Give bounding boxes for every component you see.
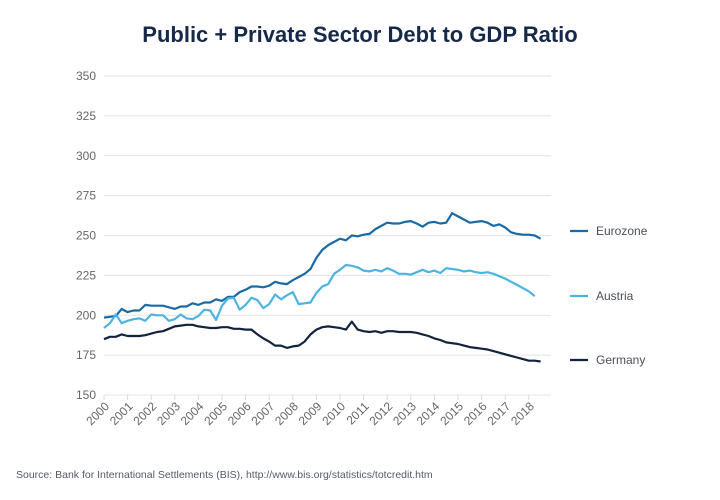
x-tick-label: 2016 bbox=[461, 399, 490, 428]
y-tick-label: 325 bbox=[76, 109, 96, 123]
x-axis: 2000200120022003200420052006200720082009… bbox=[83, 395, 537, 428]
legend-label-eurozone: Eurozone bbox=[596, 224, 648, 238]
series-line-eurozone bbox=[103, 212, 542, 319]
x-tick-label: 2002 bbox=[131, 399, 160, 428]
x-tick-label: 2005 bbox=[201, 399, 230, 428]
series-lines bbox=[103, 212, 542, 363]
gridlines bbox=[104, 75, 551, 396]
x-tick-label: 2000 bbox=[83, 399, 112, 428]
source-note: Source: Bank for International Settlemen… bbox=[16, 469, 433, 481]
series-line-austria bbox=[103, 263, 536, 329]
x-tick-label: 2006 bbox=[225, 399, 254, 428]
y-tick-label: 175 bbox=[76, 348, 96, 362]
y-tick-label: 275 bbox=[76, 189, 96, 203]
x-tick-label: 2018 bbox=[508, 399, 537, 428]
x-tick-label: 2017 bbox=[485, 399, 514, 428]
x-tick-label: 2009 bbox=[296, 399, 325, 428]
y-tick-label: 200 bbox=[76, 308, 96, 322]
legend: Eurozone Austria Germany bbox=[570, 224, 648, 367]
series-line-germany bbox=[103, 320, 541, 363]
x-tick-label: 2011 bbox=[344, 399, 372, 427]
y-tick-label: 150 bbox=[76, 388, 96, 402]
x-tick-label: 2001 bbox=[107, 399, 136, 428]
y-tick-label: 350 bbox=[76, 69, 96, 83]
x-tick-label: 2015 bbox=[437, 399, 466, 428]
x-tick-label: 2003 bbox=[154, 399, 183, 428]
y-axis: 150 175 200 225 250 275 300 325 350 bbox=[76, 69, 96, 402]
y-tick-label: 300 bbox=[76, 149, 96, 163]
x-tick-label: 2013 bbox=[390, 399, 419, 428]
y-tick-label: 250 bbox=[76, 229, 96, 243]
legend-label-austria: Austria bbox=[596, 289, 634, 303]
x-tick-label: 2014 bbox=[414, 399, 443, 428]
x-tick-label: 2007 bbox=[249, 399, 278, 428]
chart-title: Public + Private Sector Debt to GDP Rati… bbox=[142, 22, 578, 47]
x-tick-label: 2008 bbox=[272, 399, 301, 428]
x-tick-label: 2004 bbox=[178, 399, 207, 428]
x-tick-label: 2012 bbox=[367, 399, 396, 428]
x-tick-label: 2010 bbox=[319, 399, 348, 428]
y-tick-label: 225 bbox=[76, 268, 96, 282]
legend-label-germany: Germany bbox=[596, 353, 645, 367]
